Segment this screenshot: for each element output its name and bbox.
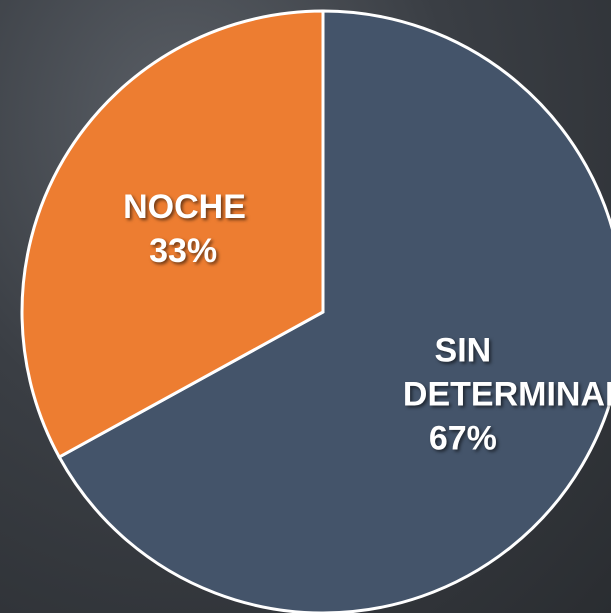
category-label: NOCHE xyxy=(123,188,246,227)
value-label: 67% xyxy=(428,419,497,458)
slice-label: NOCHE 33% xyxy=(83,185,283,273)
pie-slice xyxy=(20,9,325,460)
value-label: 33% xyxy=(149,232,218,271)
pie-slice xyxy=(57,9,611,613)
slice-label: SIN DETERMINAR 67% xyxy=(363,328,611,461)
category-label: SIN DETERMINAR xyxy=(402,331,611,414)
